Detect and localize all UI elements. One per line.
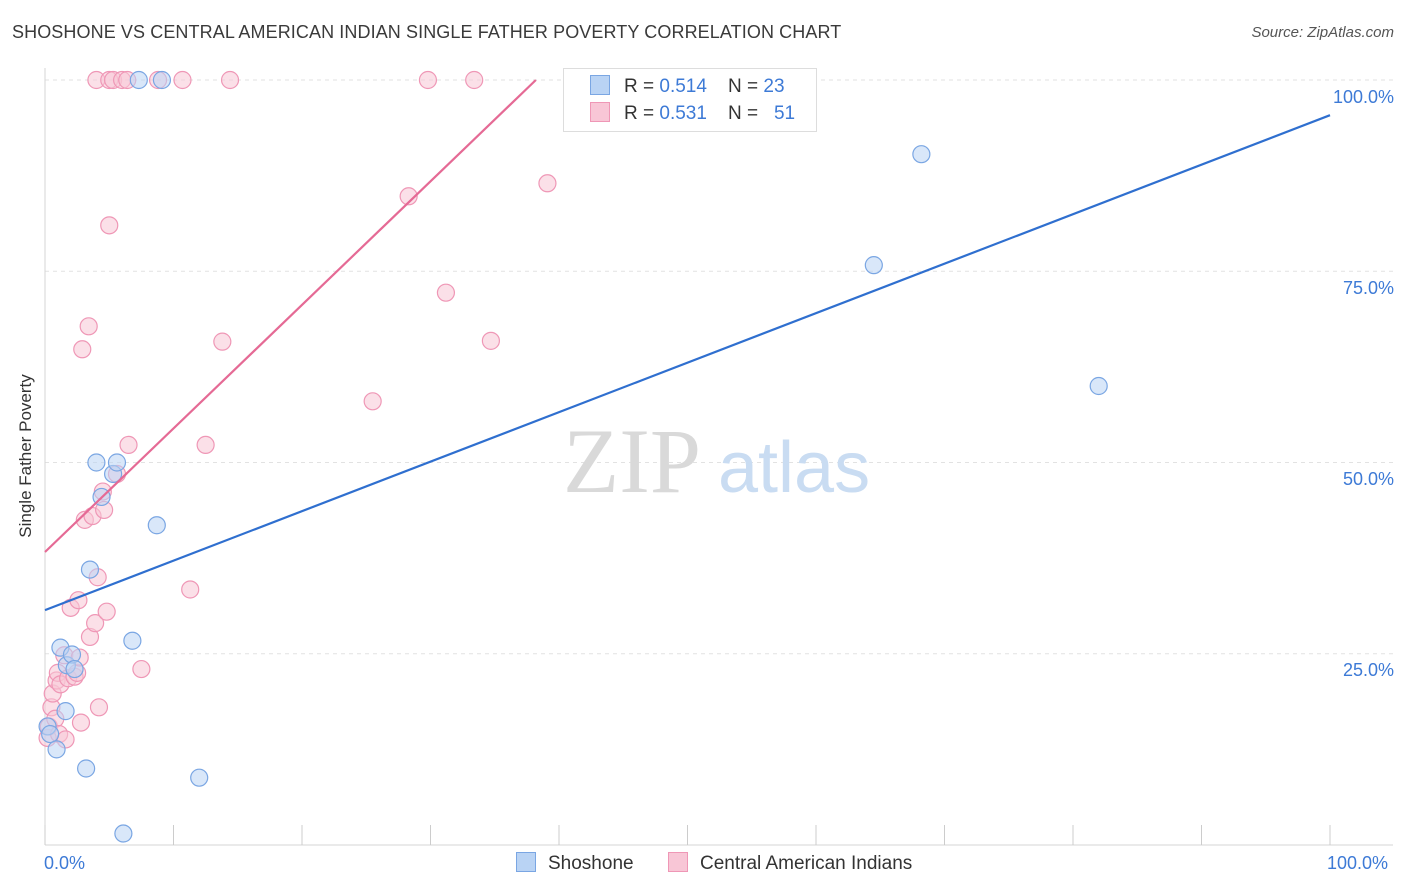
y-tick-label-25: 25.0%: [1342, 660, 1394, 680]
series-legend-central-american-indians: Central American Indians: [668, 852, 912, 875]
trend-lines: [44, 79, 1331, 612]
central-american-indians-point: [86, 614, 105, 633]
shoshone-point: [1089, 376, 1108, 396]
central-american-indians-point: [418, 70, 438, 90]
central-american-indians-point: [119, 435, 138, 455]
shoshone-point: [864, 256, 883, 275]
series-legend-shoshone: Shoshone: [516, 852, 634, 875]
grid-lines: [45, 79, 1393, 655]
shoshone-point: [147, 516, 166, 535]
legend-row-shoshone: R = 0.514 N = 23: [590, 75, 785, 101]
legend-n-label: N =: [728, 76, 764, 97]
y-axis-label: Single Father Poverty: [16, 374, 35, 538]
shoshone-point: [129, 70, 148, 90]
correlation-legend: R = 0.514 N = 23 R = 0.531 N = 51: [563, 68, 817, 132]
central-american-indians-point: [89, 698, 109, 717]
legend-row-central-american-indians: R = 0.531 N = 51: [590, 102, 795, 128]
legend-r-label: R =: [624, 76, 660, 97]
central-american-indians-point: [97, 602, 116, 621]
central-american-indians-point: [100, 216, 119, 235]
shoshone-point: [152, 70, 172, 90]
y-tick-label-75: 75.0%: [1342, 278, 1394, 298]
shoshone-points: [38, 70, 1108, 843]
series-swatch-central-american-indians: [668, 852, 688, 872]
watermark-zip: ZIP: [563, 410, 701, 512]
legend-n-value-central-american-indians: 51: [773, 103, 796, 124]
legend-n-label: N =: [728, 103, 764, 124]
x-tick-label-min: 0.0%: [44, 853, 86, 873]
shoshone-trend-line: [44, 114, 1331, 612]
central-american-indians-point: [173, 70, 192, 90]
shoshone-point: [107, 453, 127, 472]
x-axis: [44, 68, 1393, 846]
central-american-indians-point: [220, 70, 240, 90]
central-american-indians-point: [132, 659, 151, 679]
central-american-indians-point: [73, 340, 92, 359]
central-american-indians-point: [71, 713, 91, 732]
shoshone-point: [123, 631, 142, 650]
central-american-indians-point: [465, 70, 484, 90]
x-tick-label-max: 100.0%: [1327, 853, 1389, 873]
legend-swatch-central-american-indians: [590, 102, 610, 122]
shoshone-point: [190, 768, 209, 787]
source-credit: Source: ZipAtlas.com: [1251, 24, 1394, 41]
series-name-central-american-indians: Central American Indians: [700, 853, 913, 874]
y-tick-label-50: 50.0%: [1342, 469, 1394, 489]
shoshone-point: [87, 453, 106, 472]
central-american-indians-point: [399, 187, 418, 206]
central-american-indians-trend-line: [44, 79, 537, 553]
watermark-atlas: atlas: [718, 428, 870, 508]
central-american-indians-point: [196, 435, 215, 455]
central-american-indians-point: [213, 332, 232, 351]
shoshone-point: [56, 702, 75, 721]
shoshone-point: [47, 740, 66, 759]
central-american-indians-point: [481, 331, 500, 350]
shoshone-point: [65, 659, 84, 679]
legend-r-value-shoshone: 0.514: [659, 76, 707, 97]
shoshone-point: [114, 824, 133, 843]
central-american-indians-point: [79, 317, 98, 336]
shoshone-point: [77, 759, 96, 778]
shoshone-point: [912, 145, 931, 164]
central-american-indians-points: [38, 70, 557, 749]
shoshone-point: [41, 724, 60, 744]
central-american-indians-point: [363, 392, 382, 411]
shoshone-point: [80, 560, 100, 579]
legend-r-label: R =: [624, 103, 660, 124]
y-tick-label-100: 100.0%: [1332, 87, 1394, 107]
legend-swatch-shoshone: [590, 75, 610, 95]
central-american-indians-point: [538, 174, 557, 193]
central-american-indians-point: [181, 580, 200, 599]
chart-title: SHOSHONE VS CENTRAL AMERICAN INDIAN SING…: [12, 22, 842, 42]
series-swatch-shoshone: [516, 852, 536, 872]
series-name-shoshone: Shoshone: [548, 853, 634, 874]
legend-n-value-shoshone: 23: [763, 76, 785, 97]
central-american-indians-point: [436, 283, 456, 302]
legend-r-value-central-american-indians: 0.531: [659, 103, 707, 124]
